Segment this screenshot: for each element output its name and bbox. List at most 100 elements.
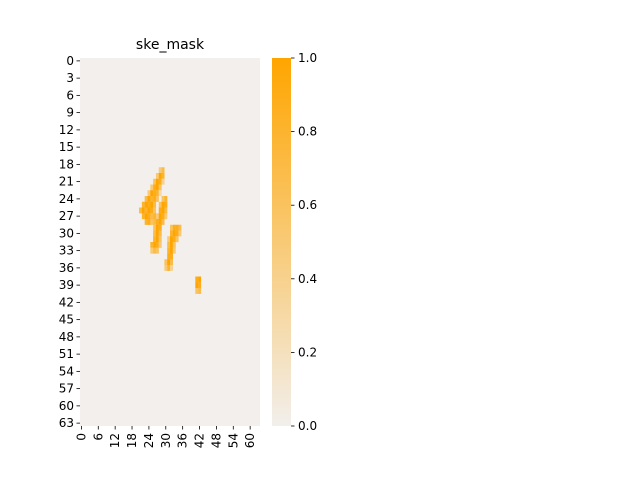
heatmap-cell — [155, 224, 159, 231]
heatmap-cell — [153, 247, 157, 254]
x-tick-label: 12 — [108, 433, 122, 448]
heatmap-cell — [153, 230, 157, 237]
heatmap-cell — [150, 207, 154, 214]
heatmap-cell — [158, 167, 162, 174]
heatmap-cell — [147, 196, 151, 202]
y-tick-label: 42 — [59, 295, 74, 309]
y-tick-label: 3 — [66, 71, 74, 85]
heatmap-cell — [161, 213, 165, 220]
y-tick-label: 57 — [59, 382, 74, 396]
heatmap-cell — [153, 219, 157, 225]
colorbar-tick-label: 0.4 — [298, 272, 317, 286]
heatmap-cell — [161, 207, 165, 214]
heatmap-cell — [153, 207, 157, 214]
colorbar — [272, 58, 291, 426]
x-tick-label: 42 — [193, 433, 207, 448]
x-tick-label: 36 — [176, 433, 190, 448]
heatmap-cell — [164, 259, 168, 266]
heatmap-cell — [172, 242, 176, 248]
heatmap-cell — [147, 219, 151, 225]
heatmap-cell — [147, 213, 151, 220]
heatmap-cell — [153, 242, 157, 248]
heatmap-cell — [155, 236, 159, 243]
heatmap-cell — [172, 247, 176, 254]
heatmap-cell — [170, 253, 173, 260]
heatmap-cell — [158, 178, 162, 185]
heatmap-cell — [150, 196, 154, 202]
y-tick-label: 60 — [59, 399, 74, 413]
heatmap-cell — [144, 196, 148, 202]
heatmap-cell — [175, 236, 179, 243]
heatmap-cell — [153, 213, 157, 220]
y-tick-label: 51 — [59, 347, 74, 361]
heatmap-cell — [147, 207, 151, 214]
x-axis: 0 6 12 18 24 30 36 42 48 54 60 — [74, 426, 257, 448]
heatmap-cell — [155, 190, 159, 197]
heatmap-cell — [144, 201, 148, 208]
heatmap-cell — [195, 282, 199, 289]
heatmap-cell — [153, 190, 157, 197]
y-tick-label: 36 — [59, 261, 74, 275]
heatmap-cell — [170, 242, 173, 248]
heatmap-cell — [164, 201, 168, 208]
colorbar-tick-label: 0.0 — [298, 419, 317, 433]
heatmap-cell — [155, 173, 159, 179]
heatmap-cell — [153, 178, 157, 185]
heatmap-cell — [153, 224, 157, 231]
y-tick-label: 6 — [66, 88, 74, 102]
y-tick-label: 12 — [59, 123, 74, 137]
heatmap-cell — [161, 167, 165, 174]
heatmap-cell — [155, 219, 159, 225]
heatmap-cell — [161, 201, 165, 208]
heatmap-cell — [155, 184, 159, 191]
x-tick-label: 30 — [159, 433, 173, 448]
colorbar-axis: 0.0 0.2 0.4 0.6 0.8 1.0 — [291, 51, 317, 433]
y-tick-label: 27 — [59, 209, 74, 223]
heatmap-cell — [167, 247, 171, 254]
heatmap-cell — [147, 190, 151, 197]
heatmap-cell — [155, 213, 159, 220]
heatmap-cell — [161, 196, 165, 202]
heatmap-cell — [170, 236, 173, 243]
heatmap-cell — [144, 207, 148, 214]
heatmap-cell — [150, 247, 154, 254]
heatmap-cell — [139, 207, 143, 214]
heatmap-cell — [141, 201, 145, 208]
y-tick-label: 18 — [59, 157, 74, 171]
x-tick-label: 24 — [142, 433, 156, 448]
heatmap-cell — [153, 196, 157, 202]
heatmap-cell — [170, 247, 173, 254]
heatmap-cell — [164, 196, 168, 202]
heatmap-cell — [175, 230, 179, 237]
heatmap-cell — [167, 265, 171, 271]
heatmap-cell — [153, 201, 157, 208]
heatmap-cell — [141, 213, 145, 220]
heatmap-cell — [164, 265, 168, 271]
colorbar-tick-label: 0.8 — [298, 125, 317, 139]
heatmap-cell — [178, 224, 182, 231]
heatmap-cell — [167, 253, 171, 260]
heatmap-cell — [147, 201, 151, 208]
heatmap-cell — [198, 276, 202, 283]
heatmap-cell — [141, 207, 145, 214]
heatmap-cell — [150, 190, 154, 197]
heatmap-cell — [155, 196, 159, 202]
chart-title: ske_mask — [136, 37, 205, 53]
x-tick-label: 18 — [125, 433, 139, 448]
heatmap-cell — [153, 236, 157, 243]
heatmap-cell — [195, 288, 199, 294]
heatmap-cell — [158, 242, 162, 248]
heatmap-cell — [198, 282, 202, 289]
x-tick-label: 54 — [226, 433, 240, 448]
heatmap-cell — [161, 178, 165, 185]
colorbar-tick-label: 0.2 — [298, 345, 317, 359]
y-tick-label: 0 — [66, 54, 74, 68]
x-tick-label: 60 — [243, 433, 257, 448]
y-tick-label: 33 — [59, 244, 74, 258]
heatmap-cell — [155, 230, 159, 237]
heatmap-cell — [172, 230, 176, 237]
y-tick-label: 21 — [59, 175, 74, 189]
y-tick-label: 63 — [59, 416, 74, 430]
heatmap-cell — [172, 236, 176, 243]
